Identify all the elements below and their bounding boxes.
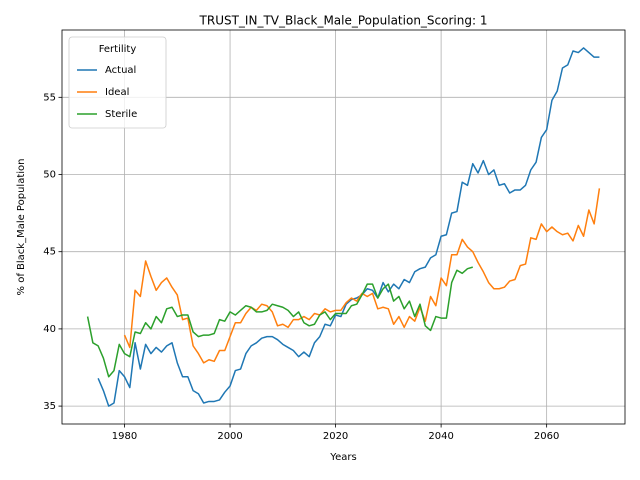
x-tick-label: 1980: [112, 431, 137, 442]
legend-title: Fertility: [99, 44, 137, 55]
legend-label: Ideal: [105, 87, 129, 98]
plot-frame: [61, 29, 626, 425]
y-tick-label: 55: [43, 92, 56, 103]
y-tick-label: 45: [43, 247, 56, 258]
line-series: [97, 47, 600, 407]
chart-title: TRUST_IN_TV_Black_Male_Population_Scorin…: [199, 14, 488, 28]
x-tick-label: 2000: [217, 431, 242, 442]
line-series: [123, 188, 601, 364]
line-series: [86, 266, 473, 378]
x-tick-label: 2060: [534, 431, 559, 442]
legend-label: Sterile: [105, 109, 137, 120]
x-axis-label: Years: [329, 452, 356, 463]
y-tick-label: 50: [43, 170, 56, 181]
x-tick-label: 2020: [323, 431, 348, 442]
legend-label: Actual: [105, 65, 136, 76]
y-tick-label: 35: [43, 401, 56, 412]
y-axis-label: % of Black_Male Population: [16, 159, 27, 296]
y-tick-label: 40: [43, 324, 56, 335]
x-tick-label: 2040: [428, 431, 453, 442]
legend-box: [68, 36, 167, 129]
